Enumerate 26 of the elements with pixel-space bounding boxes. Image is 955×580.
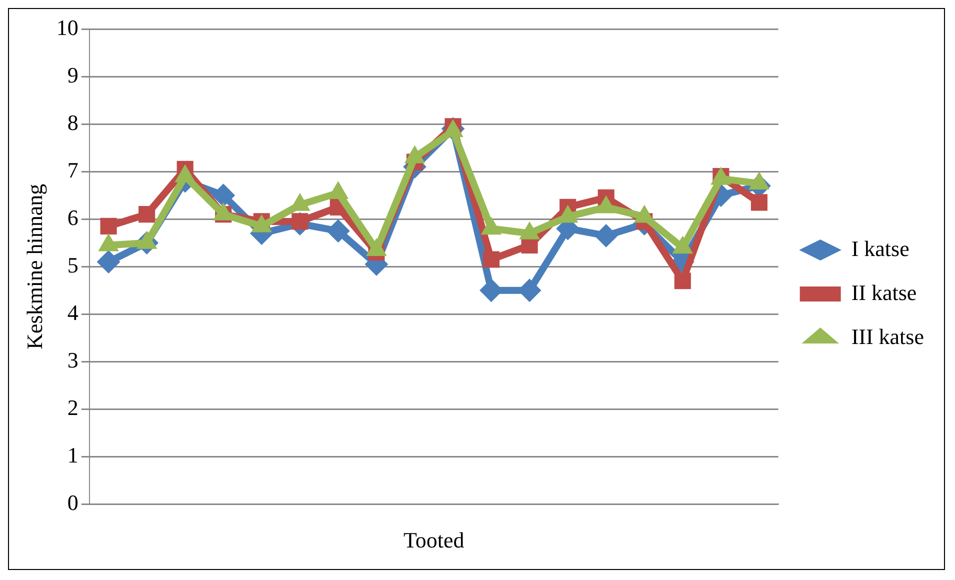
y-tick-label: 6 [67, 204, 78, 230]
y-tick-label: 9 [67, 62, 78, 88]
y-tick-label: 2 [67, 394, 78, 420]
legend-label: II katse [851, 280, 917, 305]
point [97, 250, 120, 274]
point [482, 251, 500, 268]
y-tick-label: 7 [67, 157, 78, 182]
legend-label: III katse [851, 324, 924, 349]
x-axis-title: Tooted [403, 528, 464, 553]
point [594, 224, 618, 248]
y-axis-title: Keskmine hinnang [22, 184, 47, 350]
y-tick-label: 5 [67, 252, 78, 278]
point [750, 194, 768, 211]
point [138, 206, 156, 223]
y-tick-label: 1 [67, 442, 78, 468]
y-tick-label: 3 [67, 347, 78, 372]
y-tick-label: 0 [67, 490, 78, 515]
point [292, 213, 308, 230]
legend-label: I katse [851, 236, 910, 261]
point [100, 218, 117, 234]
point [326, 219, 350, 242]
y-tick-label: 8 [67, 110, 78, 135]
point [674, 272, 691, 290]
y-tick-label: 4 [67, 300, 78, 325]
y-tick-label: 10 [56, 14, 78, 40]
point [212, 184, 235, 207]
